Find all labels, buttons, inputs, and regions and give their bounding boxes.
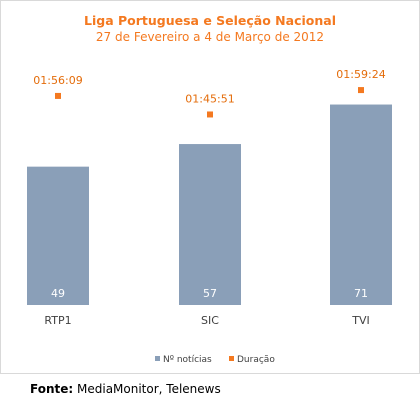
legend-label-noticias: Nº notícias bbox=[163, 355, 212, 365]
duration-marker-rtp1 bbox=[55, 92, 61, 99]
source-label: Fonte: bbox=[30, 382, 74, 396]
legend: Nº notícias Duração bbox=[155, 355, 275, 365]
duration-series: 01:56:09 01:45:51 01:59:24 bbox=[33, 68, 386, 118]
bar-series: 49 57 71 bbox=[27, 104, 392, 305]
bar-rtp1 bbox=[27, 166, 89, 305]
chart-title: Liga Portuguesa e Seleção Nacional bbox=[84, 13, 336, 28]
chart-subtitle: 27 de Fevereiro a 4 de Março de 2012 bbox=[96, 30, 324, 44]
x-axis-labels: RTP1 SIC TVI bbox=[44, 314, 369, 327]
category-label-tvi: TVI bbox=[351, 314, 370, 327]
legend-label-duracao: Duração bbox=[237, 355, 275, 365]
legend-swatch-duracao bbox=[229, 356, 234, 361]
chart-frame: Liga Portuguesa e Seleção Nacional 27 de… bbox=[0, 0, 420, 374]
duration-value-label: 01:59:24 bbox=[336, 68, 385, 81]
legend-swatch-noticias bbox=[155, 356, 160, 361]
bar-value-label: 71 bbox=[354, 287, 368, 300]
duration-marker-sic bbox=[207, 111, 213, 118]
bar-sic bbox=[179, 144, 241, 305]
source-text: MediaMonitor, Telenews bbox=[77, 382, 221, 396]
duration-value-label: 01:45:51 bbox=[185, 92, 234, 105]
bar-tvi bbox=[330, 104, 392, 305]
chart: Liga Portuguesa e Seleção Nacional 27 de… bbox=[27, 13, 392, 365]
bar-value-label: 49 bbox=[51, 287, 65, 300]
duration-marker-tvi bbox=[358, 87, 364, 94]
bar-value-label: 57 bbox=[203, 287, 217, 300]
duration-value-label: 01:56:09 bbox=[33, 74, 82, 87]
source-note: Fonte: MediaMonitor, Telenews bbox=[30, 382, 221, 396]
category-label-rtp1: RTP1 bbox=[44, 314, 71, 327]
category-label-sic: SIC bbox=[201, 314, 219, 327]
